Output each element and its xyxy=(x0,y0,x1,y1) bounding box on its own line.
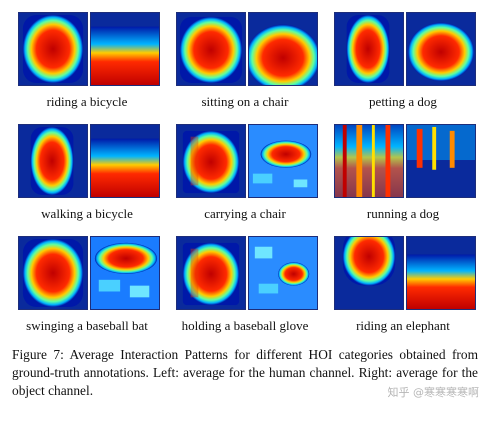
heatmap-pair xyxy=(330,124,476,198)
pattern-panel: running a dog xyxy=(330,124,476,234)
heatmap-pair xyxy=(330,12,476,86)
pattern-panel: riding an elephant xyxy=(330,236,476,346)
panel-label: riding an elephant xyxy=(356,318,450,333)
figure-label: Figure 7: xyxy=(12,347,64,362)
caption-text: Average Interaction Patterns for differe… xyxy=(12,347,478,398)
pattern-panel: sitting on a chair xyxy=(172,12,318,122)
panel-label: walking a bicycle xyxy=(41,206,133,221)
figure-caption: Figure 7: Average Interaction Patterns f… xyxy=(12,346,478,400)
human-channel-heatmap xyxy=(176,236,246,310)
hoi-pattern-grid: riding a bicycle xyxy=(14,12,476,342)
heatmap-pair xyxy=(172,124,318,198)
human-channel-heatmap xyxy=(176,12,246,86)
human-channel-heatmap xyxy=(334,124,404,198)
human-channel-heatmap xyxy=(176,124,246,198)
heatmap-pair xyxy=(14,124,160,198)
pattern-panel: walking a bicycle xyxy=(14,124,160,234)
human-channel-heatmap xyxy=(18,124,88,198)
human-channel-heatmap xyxy=(18,12,88,86)
object-channel-heatmap xyxy=(248,236,318,310)
heatmap-pair xyxy=(172,236,318,310)
panel-label: riding a bicycle xyxy=(46,94,128,109)
heatmap-pair xyxy=(330,236,476,310)
pattern-panel: riding a bicycle xyxy=(14,12,160,122)
watermark: 知乎 @寒寒寒寒啊 xyxy=(387,386,480,399)
panel-label: holding a baseball glove xyxy=(181,318,309,333)
human-channel-heatmap xyxy=(18,236,88,310)
panel-label: swinging a baseball bat xyxy=(26,318,148,333)
object-channel-heatmap xyxy=(406,236,476,310)
panel-label: carrying a chair xyxy=(204,206,286,221)
object-channel-heatmap xyxy=(406,12,476,86)
pattern-panel: holding a baseball glove xyxy=(172,236,318,346)
pattern-panel: petting a dog xyxy=(330,12,476,122)
object-channel-heatmap xyxy=(248,12,318,86)
heatmap-pair xyxy=(14,236,160,310)
panel-label: sitting on a chair xyxy=(201,94,289,109)
human-channel-heatmap xyxy=(334,12,404,86)
panel-label: petting a dog xyxy=(369,94,437,109)
panel-label: running a dog xyxy=(366,206,440,221)
object-channel-heatmap xyxy=(406,124,476,198)
heatmap-pair xyxy=(172,12,318,86)
object-channel-heatmap xyxy=(90,124,160,198)
heatmap-pair xyxy=(14,12,160,86)
pattern-panel: carrying a chair xyxy=(172,124,318,234)
object-channel-heatmap xyxy=(90,12,160,86)
object-channel-heatmap xyxy=(90,236,160,310)
human-channel-heatmap xyxy=(334,236,404,310)
pattern-panel: swinging a baseball bat xyxy=(14,236,160,346)
object-channel-heatmap xyxy=(248,124,318,198)
